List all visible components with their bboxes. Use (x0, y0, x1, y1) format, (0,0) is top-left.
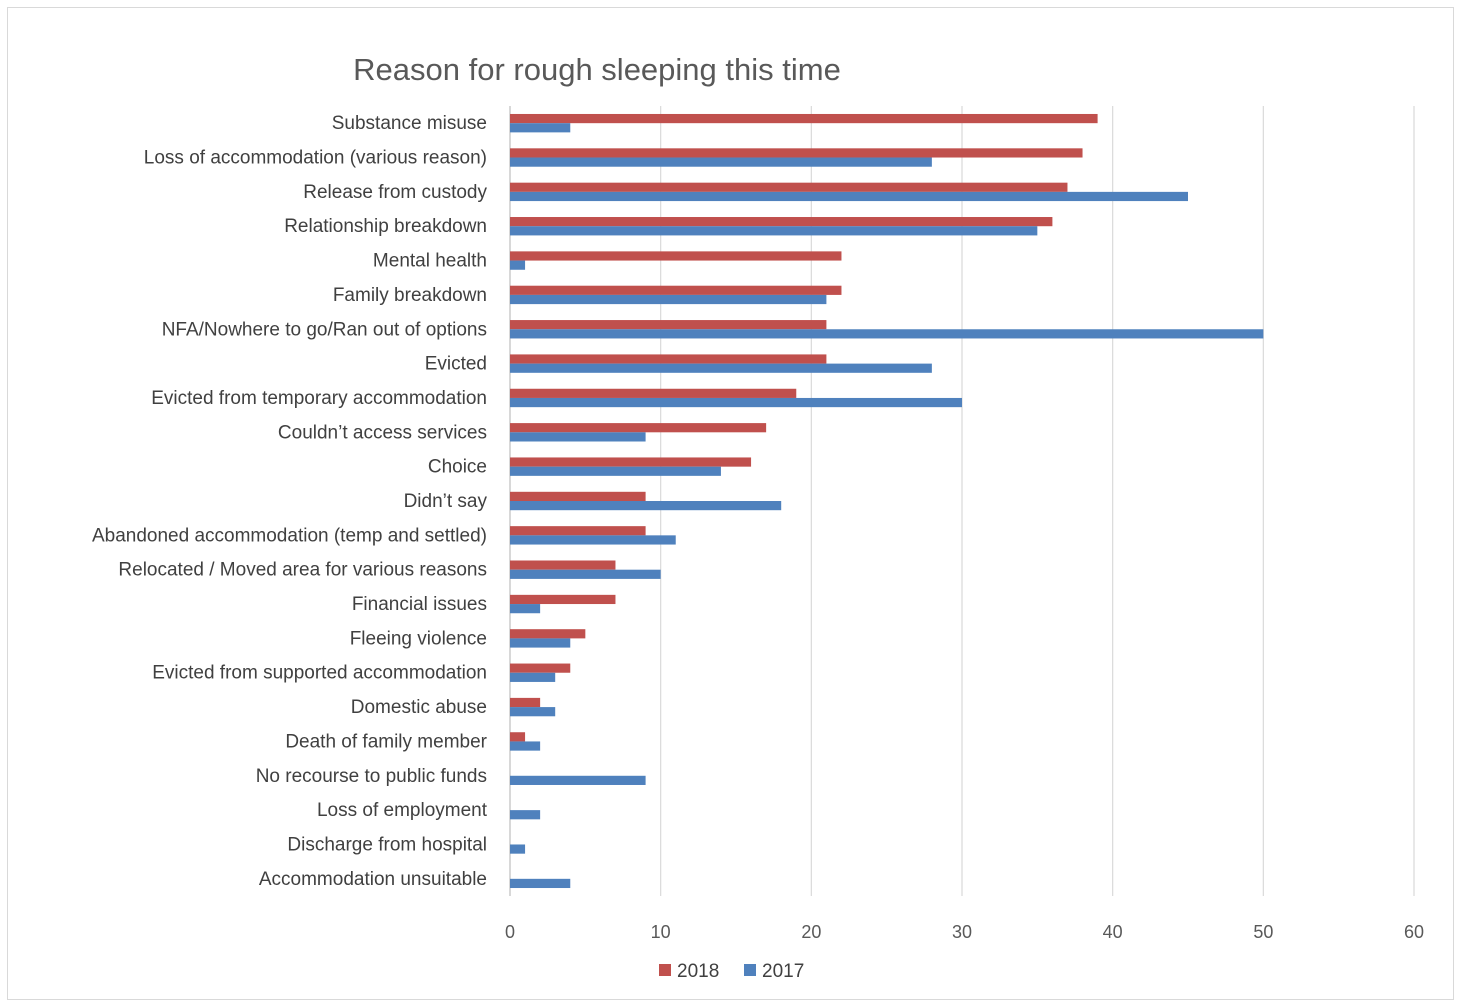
category-label: Evicted from supported accommodation (152, 663, 487, 684)
category-label: Death of family member (285, 731, 487, 752)
category-label: Domestic abuse (351, 697, 487, 718)
bar-2018 (510, 560, 616, 570)
bar-2018 (510, 491, 646, 501)
bars (510, 113, 1264, 889)
chart-area: Reason for rough sleeping this time Subs… (7, 7, 1454, 1000)
x-tick-label: 10 (651, 922, 671, 942)
x-tick-label: 30 (952, 922, 972, 942)
category-label: Loss of accommodation (various reason) (144, 148, 487, 169)
category-label: Substance misuse (332, 113, 487, 134)
bar-2018 (510, 732, 526, 742)
bar-chart: Reason for rough sleeping this time Subs… (92, 52, 1424, 982)
x-tick-label: 60 (1404, 922, 1424, 942)
bar-2018 (510, 526, 646, 536)
legend-swatch-2017 (744, 964, 756, 976)
category-label: Financial issues (352, 594, 487, 615)
bar-2018 (510, 629, 586, 639)
bar-2018 (510, 285, 842, 295)
bar-2018 (510, 148, 1083, 158)
category-label: Mental health (373, 251, 487, 272)
category-label: Abandoned accommodation (temp and settle… (92, 525, 487, 546)
bar-2018 (510, 594, 616, 605)
category-label: Evicted from temporary accommodation (151, 388, 487, 409)
bar-2018 (510, 457, 752, 467)
bar-2018 (510, 388, 797, 398)
bar-2017 (510, 191, 1188, 202)
category-label: Family breakdown (333, 285, 487, 306)
bar-2017 (510, 878, 571, 889)
bar-2018 (510, 663, 571, 673)
category-label: NFA/Nowhere to go/Ran out of options (162, 319, 487, 340)
bar-2017 (510, 501, 782, 511)
legend-swatch-2018 (659, 964, 671, 976)
bar-2017 (510, 535, 676, 545)
category-label: Didn’t say (404, 491, 488, 512)
bar-2018 (510, 697, 541, 708)
bar-2018 (510, 113, 1098, 124)
bar-2018 (510, 320, 827, 330)
bar-2017 (510, 638, 571, 648)
bar-2017 (510, 810, 541, 820)
bar-2018 (510, 217, 1053, 227)
bar-2017 (510, 123, 571, 133)
category-label: Relocated / Moved area for various reaso… (118, 560, 487, 581)
bar-2017 (510, 157, 932, 167)
x-tick-label: 40 (1103, 922, 1123, 942)
bar-2018 (510, 423, 767, 433)
category-label: Relationship breakdown (284, 216, 487, 237)
bar-2018 (510, 251, 842, 261)
legend-label-2017: 2017 (762, 961, 804, 982)
category-label: Discharge from hospital (287, 834, 487, 855)
bar-2018 (510, 182, 1068, 192)
chart-title: Reason for rough sleeping this time (353, 52, 841, 87)
legend: 2018 2017 (659, 961, 804, 982)
bar-2017 (510, 260, 526, 270)
bar-2017 (510, 844, 526, 854)
gridlines (509, 106, 1415, 896)
bar-2017 (510, 604, 541, 614)
bar-2017 (510, 775, 646, 785)
bar-2017 (510, 707, 556, 717)
category-label: Couldn’t access services (278, 422, 487, 443)
x-tick-label: 20 (801, 922, 821, 942)
bar-2017 (510, 466, 721, 476)
bar-2017 (510, 226, 1038, 236)
category-label: Choice (428, 457, 487, 478)
bar-2017 (510, 363, 932, 373)
category-label: Fleeing violence (350, 628, 487, 649)
category-labels: Substance misuse Loss of accommodation (v… (92, 113, 488, 890)
bar-2018 (510, 354, 827, 364)
category-label: Release from custody (303, 182, 487, 203)
category-label: Evicted (425, 354, 487, 375)
x-axis-ticks: 0 10 20 30 40 50 60 (505, 922, 1424, 942)
bar-2017 (510, 397, 962, 408)
legend-label-2018: 2018 (677, 961, 719, 982)
x-tick-label: 50 (1253, 922, 1273, 942)
bar-2017 (510, 672, 556, 682)
bar-2017 (510, 569, 661, 579)
category-label: Loss of employment (317, 800, 488, 821)
bar-2017 (510, 741, 541, 751)
bar-2017 (510, 329, 1264, 339)
category-label: Accommodation unsuitable (259, 869, 487, 890)
bar-2017 (510, 294, 827, 305)
category-label: No recourse to public funds (256, 766, 487, 787)
x-tick-label: 0 (505, 922, 515, 942)
bar-2017 (510, 432, 646, 442)
